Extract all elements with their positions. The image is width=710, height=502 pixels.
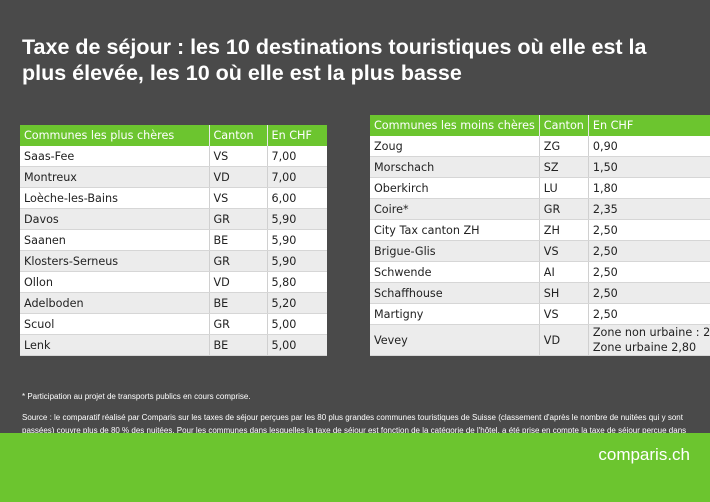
table-row: Adelboden BE 5,20 <box>20 292 327 314</box>
canton-cell: BE <box>209 292 268 314</box>
commune-cell: Oberkirch <box>370 177 540 199</box>
header-chf: En CHF <box>267 125 327 146</box>
header-canton: Canton <box>539 115 589 136</box>
chf-cell: 2,50 <box>588 303 710 325</box>
commune-cell: City Tax canton ZH <box>370 219 540 241</box>
table-row: Oberkirch LU 1,80 <box>370 177 710 199</box>
commune-cell: Martigny <box>370 303 540 325</box>
table-row: Ollon VD 5,80 <box>20 271 327 293</box>
canton-cell: VD <box>209 166 268 188</box>
table-row: City Tax canton ZH ZH 2,50 <box>370 219 710 241</box>
header-canton: Canton <box>209 125 268 146</box>
canton-cell: SH <box>539 282 589 304</box>
commune-cell: Ollon <box>20 271 210 293</box>
commune-cell: Scuol <box>20 313 210 335</box>
chf-cell: 0,90 <box>588 136 710 157</box>
canton-cell: GR <box>209 313 268 335</box>
canton-cell: VD <box>209 271 268 293</box>
chf-cell: 2,35 <box>588 198 710 220</box>
table-row: Martigny VS 2,50 <box>370 303 710 325</box>
commune-cell: Morschach <box>370 156 540 178</box>
table-row: Davos GR 5,90 <box>20 208 327 230</box>
most-expensive-table: Communes les plus chères Canton En CHF S… <box>20 125 327 356</box>
header-communes: Communes les moins chères <box>370 115 540 136</box>
table-row: Scuol GR 5,00 <box>20 313 327 335</box>
canton-cell: SZ <box>539 156 589 178</box>
table-row: Lenk BE 5,00 <box>20 334 327 356</box>
commune-cell: Saas-Fee <box>20 146 210 167</box>
header-communes: Communes les plus chères <box>20 125 210 146</box>
comparis-logo: comparis.ch <box>598 445 690 464</box>
canton-cell: VS <box>209 187 268 209</box>
table-row: Klosters-Serneus GR 5,90 <box>20 250 327 272</box>
commune-cell: Schaffhouse <box>370 282 540 304</box>
table-row: Vevey VD Zone non urbaine : 2,30 Zone ur… <box>370 324 710 356</box>
commune-cell: Klosters-Serneus <box>20 250 210 272</box>
table-row: Coire* GR 2,35 <box>370 198 710 220</box>
footer-bar: comparis.ch <box>0 433 710 502</box>
table-row: Brigue-Glis VS 2,50 <box>370 240 710 262</box>
chf-cell: 2,50 <box>588 240 710 262</box>
canton-cell: ZG <box>539 136 589 157</box>
canton-cell: GR <box>209 208 268 230</box>
chf-cell: 2,50 <box>588 261 710 283</box>
table-header-row: Communes les moins chères Canton En CHF <box>370 115 710 136</box>
chf-cell: 7,00 <box>267 146 327 167</box>
table-row: Montreux VD 7,00 <box>20 166 327 188</box>
chf-cell: 5,90 <box>267 208 327 230</box>
canton-cell: BE <box>209 334 268 356</box>
canton-cell: LU <box>539 177 589 199</box>
canton-cell: VS <box>209 146 268 167</box>
commune-cell: Montreux <box>20 166 210 188</box>
canton-cell: BE <box>209 229 268 251</box>
chf-cell: 5,90 <box>267 229 327 251</box>
commune-cell: Saanen <box>20 229 210 251</box>
chf-cell: 2,50 <box>588 219 710 241</box>
table-row: Saanen BE 5,90 <box>20 229 327 251</box>
chf-cell: 5,00 <box>267 313 327 335</box>
canton-cell: AI <box>539 261 589 283</box>
commune-cell: Loèche-les-Bains <box>20 187 210 209</box>
table-row: Morschach SZ 1,50 <box>370 156 710 178</box>
chf-cell: Zone non urbaine : 2,30 Zone urbaine 2,8… <box>588 324 710 356</box>
table-header-row: Communes les plus chères Canton En CHF <box>20 125 327 146</box>
table-row: Zoug ZG 0,90 <box>370 136 710 157</box>
header-chf: En CHF <box>588 115 710 136</box>
chf-cell: 2,50 <box>588 282 710 304</box>
least-expensive-table: Communes les moins chères Canton En CHF … <box>370 115 710 356</box>
chf-cell: 7,00 <box>267 166 327 188</box>
chf-cell: 5,80 <box>267 271 327 293</box>
canton-cell: VD <box>539 324 589 356</box>
commune-cell: Vevey <box>370 324 540 356</box>
page-title: Taxe de séjour : les 10 destinations tou… <box>22 35 647 85</box>
canton-cell: VS <box>539 240 589 262</box>
chf-cell: 1,80 <box>588 177 710 199</box>
canton-cell: ZH <box>539 219 589 241</box>
chf-line-urban: Zone urbaine 2,80 <box>592 341 697 354</box>
commune-cell: Coire* <box>370 198 540 220</box>
canton-cell: GR <box>209 250 268 272</box>
table-row: Loèche-les-Bains VS 6,00 <box>20 187 327 209</box>
chf-cell: 5,20 <box>267 292 327 314</box>
commune-cell: Lenk <box>20 334 210 356</box>
chf-cell: 5,00 <box>267 334 327 356</box>
commune-cell: Davos <box>20 208 210 230</box>
table-row: Schwende AI 2,50 <box>370 261 710 283</box>
chf-cell: 6,00 <box>267 187 327 209</box>
canton-cell: GR <box>539 198 589 220</box>
commune-cell: Schwende <box>370 261 540 283</box>
table-row: Schaffhouse SH 2,50 <box>370 282 710 304</box>
chf-cell: 1,50 <box>588 156 710 178</box>
commune-cell: Zoug <box>370 136 540 157</box>
footnote: * Participation au projet de transports … <box>22 392 251 401</box>
commune-cell: Brigue-Glis <box>370 240 540 262</box>
table-row: Saas-Fee VS 7,00 <box>20 146 327 167</box>
canton-cell: VS <box>539 303 589 325</box>
commune-cell: Adelboden <box>20 292 210 314</box>
chf-cell: 5,90 <box>267 250 327 272</box>
chf-line-non-urban: Zone non urbaine : 2,30 <box>592 326 710 339</box>
